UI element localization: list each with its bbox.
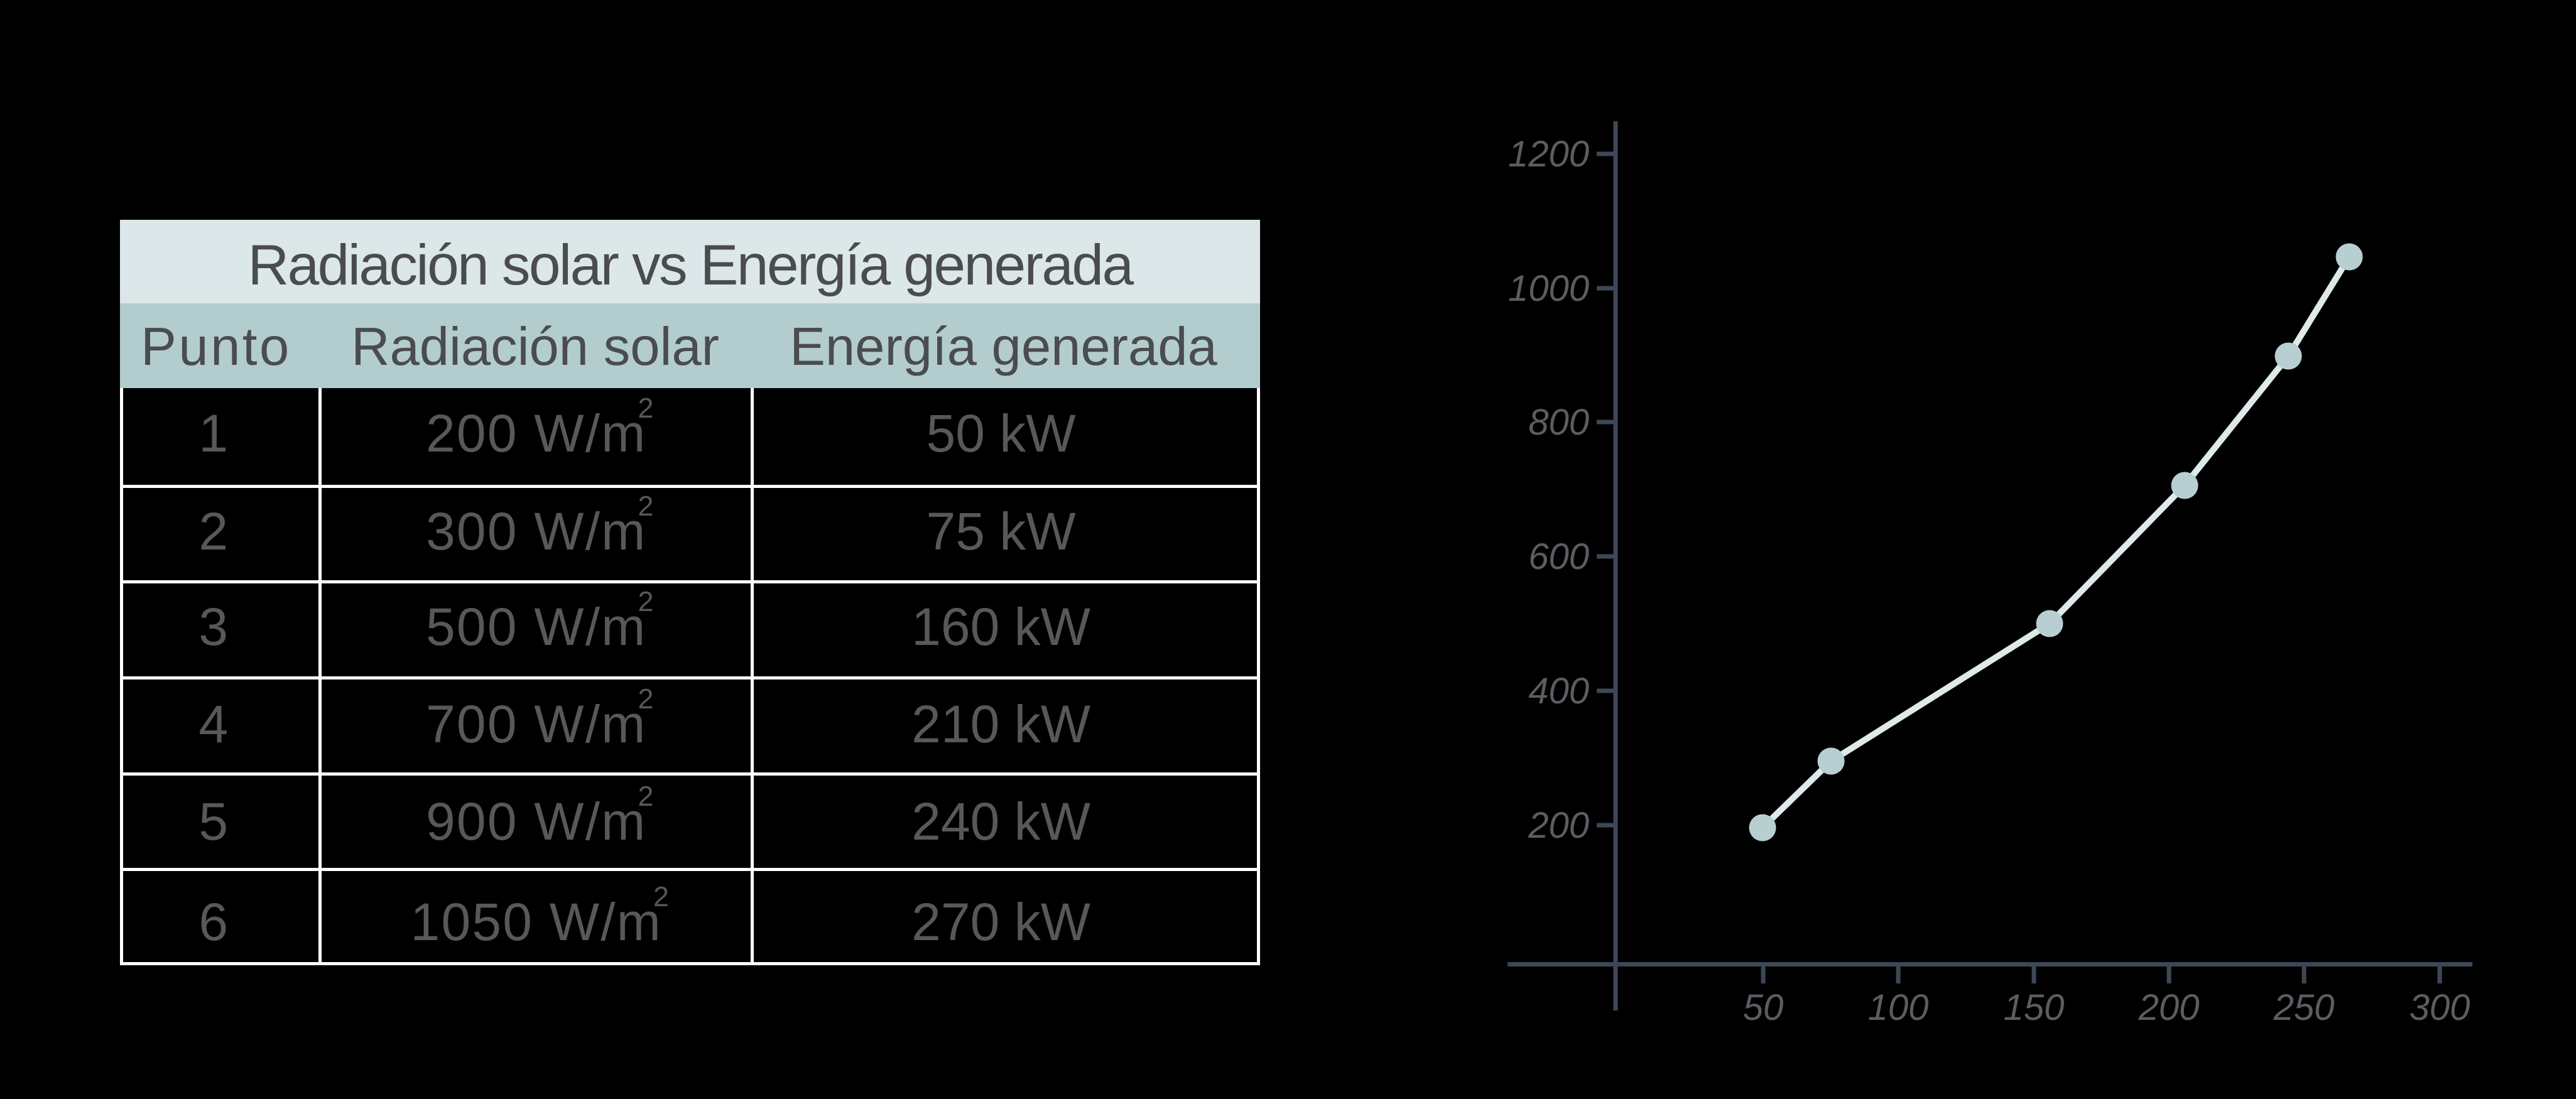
- svg-text:1200: 1200: [1508, 134, 1589, 175]
- svg-text:800: 800: [1528, 402, 1589, 443]
- svg-text:150: 150: [2004, 987, 2065, 1028]
- svg-text:400: 400: [1528, 671, 1589, 712]
- svg-text:200: 200: [2138, 987, 2200, 1028]
- svg-text:600: 600: [1528, 536, 1589, 577]
- svg-text:250: 250: [2273, 987, 2335, 1028]
- svg-text:50: 50: [1743, 987, 1784, 1028]
- svg-text:100: 100: [1868, 987, 1929, 1028]
- svg-text:200: 200: [1528, 805, 1589, 846]
- svg-text:1000: 1000: [1508, 268, 1589, 309]
- svg-text:300: 300: [2410, 987, 2470, 1028]
